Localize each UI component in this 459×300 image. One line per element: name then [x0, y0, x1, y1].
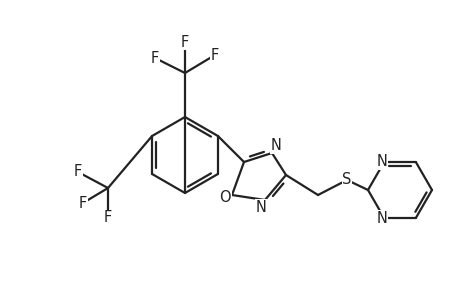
Text: F: F [180, 34, 189, 50]
Text: S: S [341, 172, 351, 188]
Text: N: N [270, 139, 281, 154]
Text: N: N [376, 154, 386, 169]
Text: N: N [255, 200, 266, 214]
Text: O: O [218, 190, 230, 205]
Text: F: F [78, 196, 87, 211]
Text: F: F [210, 47, 218, 62]
Text: F: F [151, 50, 159, 65]
Text: F: F [104, 211, 112, 226]
Text: F: F [74, 164, 82, 179]
Text: N: N [376, 211, 386, 226]
